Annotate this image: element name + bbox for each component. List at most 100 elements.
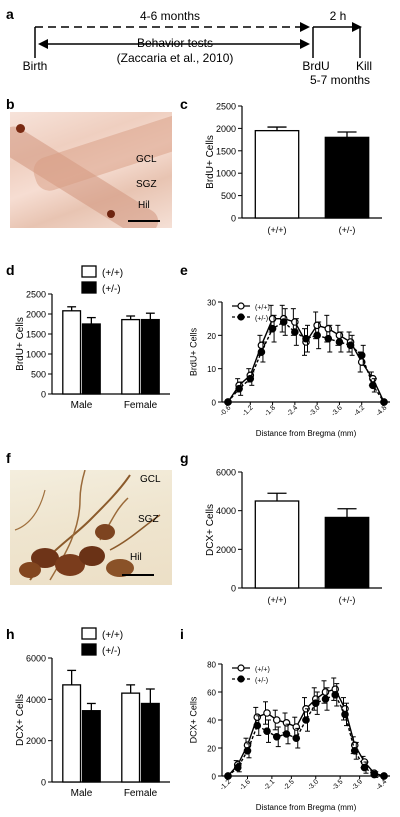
brdu-cell-dot [107, 210, 115, 218]
data-point [253, 713, 262, 722]
y-tick-label: 40 [207, 717, 216, 726]
panel-letter-f: f [6, 450, 11, 466]
data-point [257, 348, 266, 356]
panel-letter-b: b [6, 96, 15, 112]
scale-bar [122, 574, 154, 576]
y-tick-label: 1500 [26, 330, 46, 340]
y-tick-label: 10 [207, 365, 216, 374]
panel-letter-i: i [180, 626, 184, 642]
legend-label: (+/+) [255, 305, 270, 312]
y-tick-label: 2500 [216, 102, 236, 112]
y-tick-label: 80 [207, 661, 216, 670]
panel-letter-d: d [6, 262, 15, 278]
x-tick-label: Male [71, 788, 93, 799]
legend-swatch [81, 265, 97, 278]
data-point [282, 730, 291, 738]
data-point [311, 699, 320, 708]
chart-brdu-sex: 0 500 1000 1500 2000 2500 BrdU+ Cells Male Femal… [15, 265, 170, 411]
data-point [380, 398, 388, 406]
y-axis-label: BrdU+ Cells [188, 327, 198, 376]
y-axis-label: BrdU+ Cells [205, 135, 216, 189]
x-tick-label: -3.6 [330, 404, 344, 418]
y-axis-label: BrdU+ Cells [15, 317, 26, 371]
x-tick-label: -3.0 [308, 404, 322, 418]
data-point [246, 374, 255, 383]
y-tick-label: 1000 [216, 169, 236, 179]
y-tick-label: 0 [212, 773, 217, 782]
bar [121, 318, 141, 395]
legend-marker [237, 675, 245, 683]
data-point [224, 398, 232, 406]
bar [62, 310, 82, 395]
series-line [227, 321, 385, 403]
chart-dcx-genotype: 0 2000 4000 6000 DCX+ Cells (+/+) (+/-) [205, 468, 382, 605]
hil-label: Hil [138, 200, 150, 211]
data-point [324, 324, 333, 333]
data-point [268, 324, 277, 333]
y-tick-label: 1000 [26, 350, 46, 360]
data-point [291, 328, 299, 336]
legend-label: (+/+) [102, 630, 123, 641]
data-point [321, 695, 330, 703]
x-tick-label: (+/-) [339, 225, 356, 235]
bar [121, 692, 141, 783]
x-tick-label: -1.8 [264, 404, 278, 418]
x-tick-label: -3.9 [351, 778, 365, 792]
chart-brdu-genotype: 0 500 1000 1500 2000 2500 BrdU+ Cells (+/+) (+/-… [205, 102, 382, 235]
timeline-diagram: 4-6 months 2 h Behavior tests (Zaccaria … [23, 9, 372, 87]
sgz-label: SGZ [136, 179, 157, 190]
panel-letter-g: g [180, 450, 189, 466]
brdu-cell-dot [16, 124, 25, 133]
data-point [370, 770, 379, 779]
panel-letter-a: a [6, 6, 14, 22]
hil-label: Hil [130, 552, 142, 563]
x-tick-label: -0.6 [219, 404, 233, 418]
x-tick-label: -2.1 [263, 778, 277, 792]
x-tick-label: -1.6 [238, 778, 252, 792]
y-tick-label: 0 [231, 584, 236, 594]
y-tick-label: 4000 [216, 506, 236, 516]
bar [140, 318, 160, 395]
behavior-tests-label: Behavior tests [137, 36, 213, 50]
gcl-label: GCL [136, 154, 157, 165]
data-point [346, 341, 355, 350]
data-point [292, 723, 301, 731]
age-label: 5-7 months [310, 73, 370, 87]
y-axis-label: DCX+ Cells [15, 694, 26, 746]
y-tick-label: 500 [221, 191, 236, 201]
data-point [263, 709, 271, 717]
y-tick-label: 6000 [26, 654, 46, 664]
data-point [268, 314, 277, 323]
data-point [235, 384, 243, 393]
x-tick-label: -4.2 [353, 404, 367, 418]
y-tick-label: 1500 [216, 146, 236, 156]
data-point [291, 318, 299, 326]
data-point [272, 733, 281, 741]
data-point [341, 710, 349, 719]
data-point [360, 763, 369, 772]
panel-letter-h: h [6, 626, 15, 642]
data-point [321, 688, 330, 696]
y-tick-label: 0 [41, 390, 46, 400]
data-point [233, 763, 242, 772]
data-point [335, 331, 344, 340]
y-axis-label: DCX+ Cells [205, 504, 216, 556]
y-tick-label: 20 [207, 745, 216, 754]
bar [254, 500, 300, 589]
data-point [357, 351, 366, 360]
y-tick-label: 2000 [216, 545, 236, 555]
dcx-micrograph: GCL SGZ Hil [10, 470, 172, 585]
legend-marker [237, 664, 245, 672]
brdu-micrograph: GCL SGZ Hil [10, 112, 172, 228]
arrowhead-icon [352, 22, 362, 32]
y-tick-label: 0 [231, 214, 236, 224]
data-point [263, 727, 271, 736]
bar [140, 702, 160, 783]
data-point [224, 772, 232, 780]
legend-label: (+/+) [255, 667, 270, 674]
legend-label: (+/-) [102, 284, 121, 295]
y-tick-label: 2000 [26, 736, 46, 746]
x-tick-label: -4.4 [375, 778, 389, 792]
legend-swatch [81, 643, 97, 656]
